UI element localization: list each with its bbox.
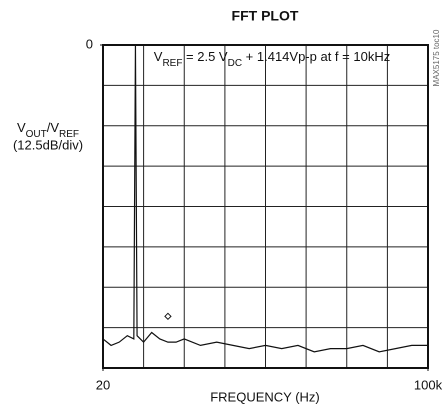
x-tick-label: 100k (414, 377, 443, 392)
plot-frame (102, 44, 429, 369)
y-label-part: V (17, 120, 26, 135)
y-label-part: REF (59, 129, 79, 140)
x-tick-label: 20 (96, 377, 110, 392)
y-axis-label: VOUT/VREF (17, 120, 79, 140)
grid (103, 45, 428, 368)
annotation-part: + 1.414Vp-p at f = 10kHz (242, 49, 390, 64)
y-axis-unit: (12.5dB/div) (13, 137, 83, 152)
annotation-part: V (154, 49, 163, 64)
annotation-part: DC (228, 58, 242, 69)
side-note: MAX5175 toc10 (432, 29, 441, 86)
y-label-part: /V (47, 120, 60, 135)
spectrum-line (102, 44, 428, 353)
chart-title: FFT PLOT (232, 8, 299, 24)
y-label-part: OUT (26, 129, 47, 140)
annotation-part: REF (162, 58, 182, 69)
x-axis-label: FREQUENCY (Hz) (210, 389, 320, 404)
annotation: VREF = 2.5 VDC + 1.414Vp-p at f = 10kHz (154, 49, 390, 69)
harmonic-marker (164, 312, 172, 321)
y-tick-label: 0 (86, 36, 93, 51)
annotation-part: = 2.5 V (182, 49, 227, 64)
